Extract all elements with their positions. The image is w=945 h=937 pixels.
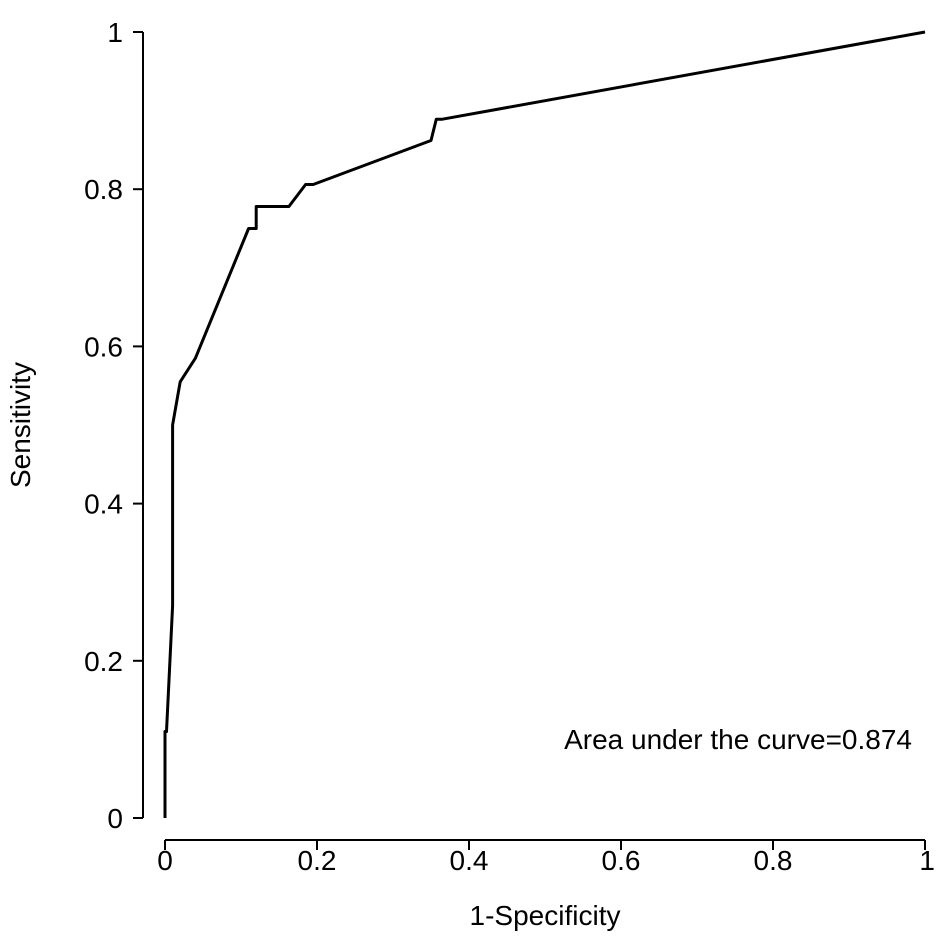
y-ticks: 0 0.2 0.4 0.6 0.8 1 — [84, 17, 143, 834]
y-tick-label: 0.2 — [84, 646, 123, 677]
x-ticks: 0 0.2 0.4 0.6 0.8 1 — [157, 840, 935, 876]
x-tick-label: 0 — [157, 845, 173, 876]
x-tick-label: 0.2 — [298, 845, 337, 876]
y-tick-label: 0.4 — [84, 489, 123, 520]
x-tick-label: 1 — [919, 845, 935, 876]
auc-annotation: Area under the curve=0.874 — [564, 724, 912, 755]
axes — [142, 32, 925, 841]
x-tick-label: 0.6 — [602, 845, 641, 876]
y-tick-label: 0.8 — [84, 174, 123, 205]
y-tick-label: 0 — [107, 803, 123, 834]
x-tick-label: 0.4 — [450, 845, 489, 876]
y-tick-label: 1 — [107, 17, 123, 48]
x-tick-label: 0.8 — [754, 845, 793, 876]
roc-curve-line — [163, 30, 926, 818]
y-axis-title: Sensitivity — [5, 362, 36, 488]
x-axis-title: 1-Specificity — [470, 900, 621, 931]
y-tick-label: 0.6 — [84, 331, 123, 362]
